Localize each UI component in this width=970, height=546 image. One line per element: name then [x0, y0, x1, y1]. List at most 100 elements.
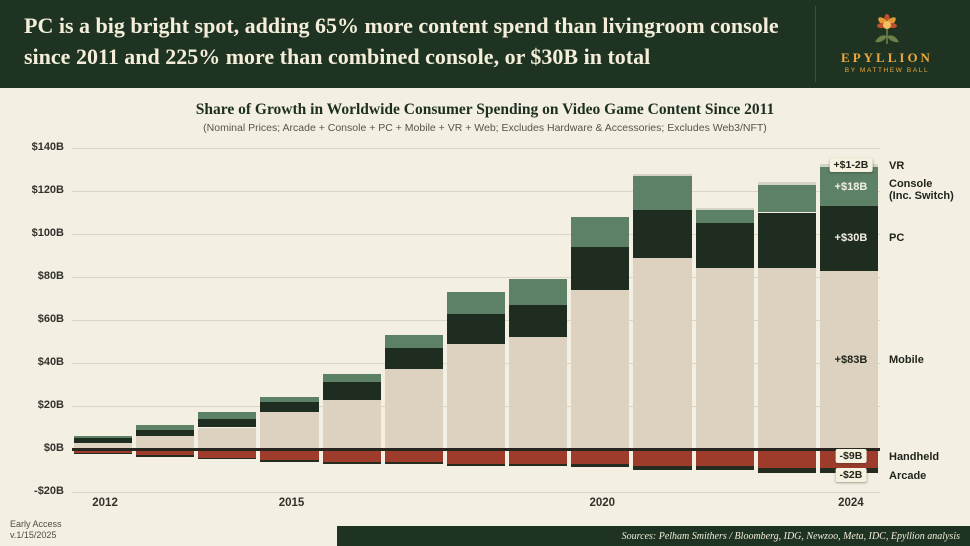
bar-segment-console-2019 [509, 279, 568, 305]
bar-segment-handheld-2018 [446, 449, 506, 465]
bar-segment-mobile-2018 [446, 343, 506, 449]
gridline-140 [72, 147, 880, 149]
bar-segment-arcade-2014 [198, 457, 257, 459]
bar-segment-mobile-2023 [757, 268, 816, 449]
bar-segment-pc-2019 [509, 304, 568, 338]
version-note-line1: Early Access [10, 519, 62, 529]
bar-segment-pc-2021 [633, 210, 692, 258]
gridline-100 [72, 233, 880, 235]
bar-segment-pc-2015 [260, 401, 319, 413]
bar-segment-handheld-2017 [384, 449, 443, 462]
bar-segment-handheld-2022 [695, 449, 754, 467]
bar-segment-console-2014 [198, 412, 257, 419]
bar-segment-arcade-2015 [260, 459, 319, 462]
bar-segment-vr-2023 [757, 182, 816, 185]
bar-segment-arcade-2022 [695, 466, 754, 471]
y-axis-label: $20B [37, 399, 64, 411]
bar-segment-pc-2020 [571, 246, 630, 290]
bar-segment-console-2024 [819, 167, 878, 207]
bar-segment-mobile-2020 [571, 289, 630, 449]
bar-segment-vr-2022 [695, 208, 754, 211]
bar-segment-pc-2012 [74, 438, 133, 443]
bar-segment-pc-2022 [695, 223, 754, 269]
bar-segment-handheld-2021 [633, 449, 692, 467]
bar-segment-console-2020 [571, 216, 630, 247]
value-label-handheld: -$9B [835, 448, 867, 463]
legend-label: Handheld [889, 450, 940, 463]
x-axis: 2012 2015 2020 2024 [72, 497, 880, 513]
bar-segment-console-2022 [695, 210, 754, 224]
bar-segment-handheld-2013 [136, 449, 195, 456]
bar-segment-pc-2017 [384, 347, 443, 370]
version-note: Early Access v.1/15/2025 [10, 519, 62, 541]
value-label-console: +$18B [834, 180, 868, 193]
zero-axis-line [72, 447, 880, 451]
bar-segment-pc-2023 [757, 212, 816, 269]
bar-segment-arcade-2018 [446, 464, 506, 467]
plot-area: +$1-2B +$18B +$30B +$83B -$9B -$2B [72, 147, 880, 493]
bar-segment-mobile-2012 [74, 442, 133, 449]
bar-segment-handheld-2015 [260, 449, 319, 460]
bar-segment-arcade-2023 [757, 468, 816, 473]
gridline-120 [72, 190, 880, 192]
chart-title: Share of Growth in Worldwide Consumer Sp… [195, 101, 775, 118]
bar-segment-console-2023 [757, 184, 816, 213]
header-banner: PC is a big bright spot, adding 65% more… [0, 0, 970, 88]
page-title-line2: since 2011 and 225% more than combined c… [24, 44, 651, 69]
bar-segment-console-2016 [322, 373, 381, 383]
epyllion-logo: EPYLLION BY MATTHEW BALL [815, 6, 958, 82]
y-axis-label: $140B [31, 141, 64, 153]
bar-segment-handheld-2014 [198, 449, 257, 458]
bar-segment-pc-2018 [446, 313, 506, 344]
y-axis-label: -$20B [34, 485, 64, 497]
legend-label: Mobile [889, 353, 924, 366]
bar-segment-mobile-2013 [136, 436, 195, 449]
bar-segment-pc-2024 [819, 206, 878, 271]
y-axis-label: $60B [37, 313, 64, 325]
bar-segment-console-2017 [384, 335, 443, 348]
bar-segment-arcade-2020 [571, 464, 630, 468]
bar-segment-arcade-2017 [384, 461, 443, 465]
bar-segment-arcade-2021 [633, 466, 692, 471]
bar-segment-console-2018 [446, 292, 506, 314]
bar-segment-mobile-2022 [695, 268, 754, 449]
bar-segment-mobile-2016 [322, 399, 381, 449]
flower-icon [875, 14, 899, 44]
value-label-mobile: +$83B [834, 353, 868, 366]
value-label-pc: +$30B [834, 232, 868, 245]
legend-label: Arcade [889, 469, 927, 482]
bar-segment-arcade-2019 [509, 464, 568, 467]
legend-vr: VR [889, 160, 904, 172]
legend-console: Console (Inc. Switch) [889, 178, 954, 202]
bar-segment-handheld-2023 [757, 449, 816, 469]
y-axis-label: $0B [43, 442, 64, 454]
bar-segment-arcade-2016 [322, 461, 381, 465]
bar-segment-pc-2016 [322, 382, 381, 400]
bar-segment-console-2021 [633, 175, 692, 211]
bar-segment-arcade-2013 [136, 455, 195, 457]
bar-segment-pc-2013 [136, 429, 195, 437]
value-label-arcade: -$2B [835, 467, 867, 482]
bar-segment-console-2012 [74, 436, 133, 439]
bar-segment-console-2015 [260, 397, 319, 402]
y-axis-label: $40B [37, 356, 64, 368]
chart-subtitle: (Nominal Prices; Arcade + Console + PC +… [203, 122, 767, 134]
bar-segment-mobile-2019 [509, 337, 568, 449]
legend-label: Console [889, 177, 933, 190]
legend-pc: PC [889, 232, 904, 244]
sources-text: Sources: Pelham Smithers / Bloomberg, ID… [621, 530, 960, 542]
bar-segment-mobile-2014 [198, 427, 257, 449]
legend-handheld: Handheld [889, 451, 939, 463]
bar-segment-mobile-2024 [819, 270, 878, 449]
bar-segment-handheld-2019 [509, 449, 568, 465]
bar-segment-console-2013 [136, 425, 195, 430]
bar-segment-handheld-2012 [74, 449, 133, 454]
bar-segment-arcade-2012 [74, 453, 133, 455]
x-axis-label-2012: 2012 [92, 497, 118, 509]
sources-band: Sources: Pelham Smithers / Bloomberg, ID… [337, 526, 970, 546]
x-axis-label-2020: 2020 [589, 497, 616, 509]
legend-label: (Inc. Switch) [889, 189, 954, 202]
page-title-line1: PC is a big bright spot, adding 65% more… [24, 13, 779, 38]
gridline--20 [72, 491, 880, 493]
